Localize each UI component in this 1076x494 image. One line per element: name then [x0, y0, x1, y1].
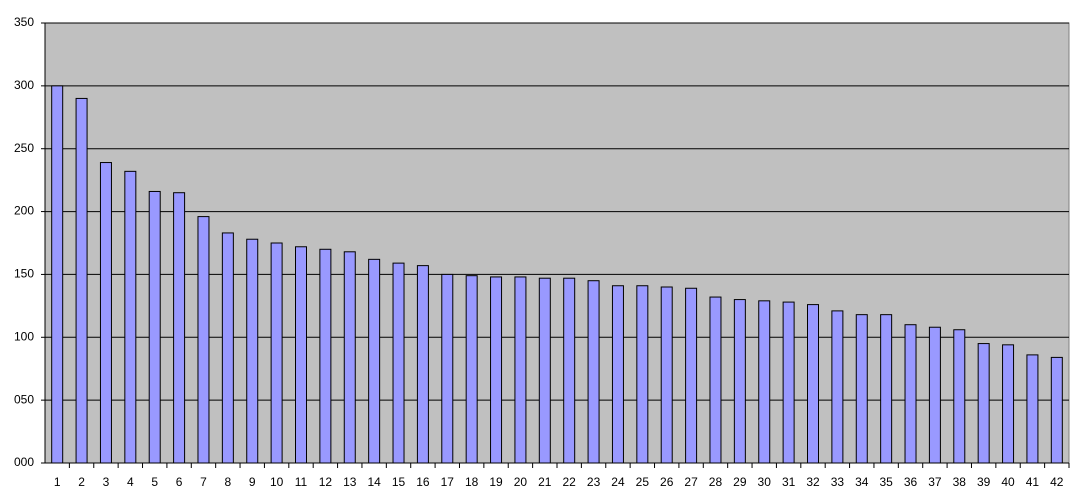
bar: [660, 286, 673, 464]
y-tick-label: 150: [14, 267, 34, 281]
bar: [416, 265, 429, 464]
x-tick-label: 39: [977, 475, 991, 489]
x-tick-label: 24: [611, 475, 625, 489]
x-tick-label: 40: [1001, 475, 1015, 489]
bar: [270, 242, 283, 464]
x-tick-label: 23: [587, 475, 601, 489]
bar: [831, 310, 844, 464]
bar: [587, 280, 600, 464]
bar: [928, 326, 941, 464]
bar: [343, 251, 356, 464]
bar: [636, 285, 649, 464]
x-tick-label: 28: [709, 475, 723, 489]
x-tick-label: 9: [249, 475, 256, 489]
bar: [246, 238, 259, 464]
bar: [953, 329, 966, 464]
x-tick-label: 11: [295, 475, 308, 489]
x-tick-label: 6: [176, 475, 183, 489]
x-tick-label: 25: [636, 475, 650, 489]
bar: [99, 162, 112, 464]
x-tick-label: 22: [563, 475, 577, 489]
bar: [807, 304, 819, 464]
y-tick-label: 050: [14, 392, 34, 406]
bar: [709, 296, 722, 464]
x-tick-label: 32: [806, 475, 820, 489]
bar: [197, 216, 210, 464]
x-tick-label: 42: [1050, 475, 1064, 489]
y-tick-label: 200: [14, 204, 34, 218]
bar: [855, 314, 868, 464]
bar: [319, 248, 332, 464]
x-tick-label: 31: [782, 475, 796, 489]
bar: [1002, 344, 1015, 464]
bar: [880, 314, 893, 464]
x-tick-label: 13: [343, 475, 357, 489]
bar: [75, 97, 88, 464]
x-tick-label: 34: [855, 475, 869, 489]
y-tick-label: 250: [14, 141, 34, 155]
bar: [1050, 356, 1063, 464]
x-tick-label: 3: [103, 475, 110, 489]
x-tick-label: 2: [78, 475, 85, 489]
y-tick-label: 000: [14, 455, 34, 469]
x-tick-label: 4: [127, 475, 134, 489]
bar: [173, 192, 186, 464]
x-tick-label: 12: [319, 475, 333, 489]
x-tick-label: 14: [367, 475, 381, 489]
y-tick-label: 350: [14, 15, 34, 29]
x-tick-label: 36: [904, 475, 918, 489]
bar: [611, 285, 624, 464]
x-tick-label: 18: [465, 475, 479, 489]
x-tick-label: 30: [758, 475, 772, 489]
bar: [758, 300, 771, 464]
bar: [51, 85, 64, 464]
x-tick-label: 21: [538, 475, 552, 489]
plot-area: [44, 22, 1070, 464]
x-tick-label: 20: [514, 475, 528, 489]
x-tick-label: 19: [489, 475, 503, 489]
bar: [733, 299, 746, 464]
bar: [368, 258, 381, 464]
bar: [563, 277, 576, 464]
y-tick-label: 100: [14, 329, 34, 343]
y-tick-label: 300: [14, 78, 34, 92]
x-tick-label: 26: [660, 475, 674, 489]
bar: [904, 324, 917, 464]
x-tick-label: 15: [392, 475, 406, 489]
x-tick-label: 29: [733, 475, 747, 489]
x-tick-label: 33: [831, 475, 845, 489]
x-tick-label: 41: [1026, 475, 1040, 489]
bar: [441, 273, 454, 464]
x-tick-label: 10: [270, 475, 284, 489]
x-tick-label: 27: [684, 475, 698, 489]
bar: [124, 170, 137, 464]
bar: [221, 232, 234, 464]
bar: [685, 287, 698, 464]
x-tick-label: 7: [200, 475, 207, 489]
x-tick-label: 38: [953, 475, 967, 489]
bar: [148, 190, 161, 464]
bar: [490, 276, 503, 464]
bar: [1026, 354, 1039, 464]
bar: [514, 276, 527, 464]
x-tick-label: 17: [441, 475, 455, 489]
x-tick-label: 35: [879, 475, 893, 489]
bar: [782, 301, 795, 464]
x-tick-label: 37: [928, 475, 942, 489]
x-tick-label: 5: [151, 475, 158, 489]
bar: [295, 246, 307, 464]
x-tick-label: 16: [416, 475, 430, 489]
bar: [977, 343, 990, 464]
bar: [538, 277, 551, 464]
x-tick-label: 1: [54, 475, 61, 489]
bar: [465, 275, 478, 464]
bar: [392, 262, 405, 464]
x-tick-label: 8: [225, 475, 232, 489]
